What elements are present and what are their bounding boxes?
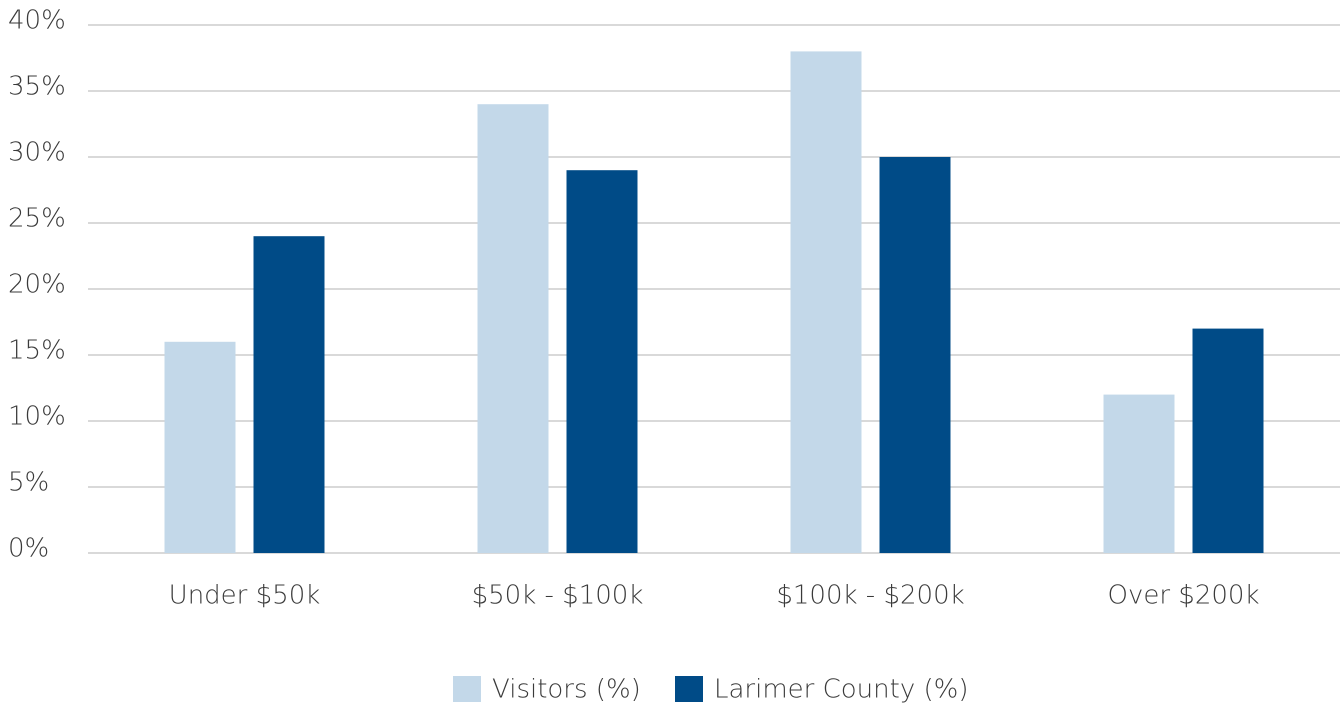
- bar: [1103, 394, 1175, 553]
- bar: [164, 341, 236, 553]
- y-tick-label: 5%: [8, 468, 49, 498]
- y-tick-label: 35%: [8, 72, 66, 102]
- legend-swatch: [675, 676, 703, 702]
- bar: [253, 236, 325, 553]
- y-tick-label: 30%: [8, 138, 66, 168]
- x-tick-label: Under $50k: [169, 581, 321, 611]
- y-tick-label: 10%: [8, 402, 66, 432]
- y-tick-label: 20%: [8, 270, 66, 300]
- y-tick-label: 40%: [8, 6, 66, 36]
- y-tick-label: 0%: [8, 534, 49, 564]
- legend-label: Larimer County (%): [714, 675, 968, 705]
- x-tick-label: Over $200k: [1107, 581, 1259, 611]
- bar: [566, 170, 638, 553]
- x-tick-label: $50k - $100k: [472, 581, 644, 611]
- legend-swatch: [453, 676, 481, 702]
- x-tick-label: $100k - $200k: [776, 581, 964, 611]
- y-tick-label: 15%: [8, 336, 66, 366]
- bar: [477, 104, 549, 553]
- bar: [879, 157, 951, 553]
- bar: [1192, 328, 1264, 553]
- legend-label: Visitors (%): [492, 675, 641, 705]
- y-tick-label: 25%: [8, 204, 66, 234]
- bar: [790, 51, 862, 554]
